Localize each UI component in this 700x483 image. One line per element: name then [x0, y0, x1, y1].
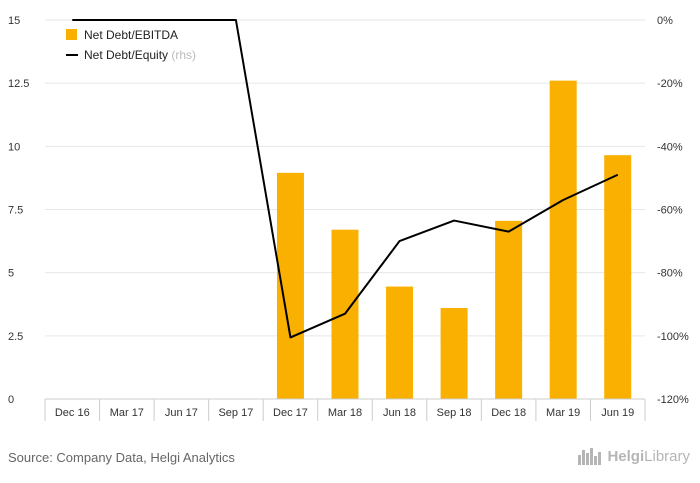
source-note: Source: Company Data, Helgi Analytics: [8, 450, 235, 465]
x-tick-label: Dec 18: [491, 407, 526, 419]
x-tick-label: Jun 18: [383, 407, 416, 419]
y-left-tick-label: 10: [8, 141, 20, 153]
x-tick-label: Mar 17: [110, 407, 144, 419]
x-tick-label: Dec 16: [55, 407, 90, 419]
legend-rhs-note: (rhs): [171, 48, 196, 62]
x-tick-label: Sep 17: [218, 407, 253, 419]
bar: [386, 286, 414, 399]
city-skyline-icon: [578, 448, 602, 465]
legend-swatch-bar: [66, 29, 77, 40]
brand-logo[interactable]: HelgiLibrary: [577, 447, 690, 465]
y-right-tick-label: -60%: [657, 205, 683, 217]
x-tick-label: Sep 18: [437, 407, 472, 419]
y-right-tick-label: -80%: [657, 268, 683, 280]
x-tick-label: Jun 19: [601, 407, 634, 419]
bar: [604, 155, 632, 399]
bars-series: [276, 80, 632, 399]
y-left-tick-label: 12.5: [8, 78, 29, 90]
y-right-tick-label: 0%: [657, 15, 673, 27]
y-left-tick-label: 15: [8, 15, 20, 27]
y-left-tick-label: 5: [8, 268, 14, 280]
bar: [440, 308, 468, 399]
y-left-tick-label: 0: [8, 394, 14, 406]
brand-name-a: Helgi: [607, 447, 645, 465]
y-right-tick-label: -100%: [657, 331, 689, 343]
brand-name: HelgiLibrary: [607, 448, 690, 465]
legend: Net Debt/EBITDA Net Debt/Equity (rhs): [66, 28, 196, 62]
y-right-tick-label: -120%: [657, 394, 689, 406]
brand-name-b: Library: [644, 447, 690, 465]
bar: [495, 220, 523, 399]
x-tick-label: Dec 17: [273, 407, 308, 419]
y-right-tick-label: -40%: [657, 141, 683, 153]
line-series: [72, 19, 619, 339]
legend-label-bar: Net Debt/EBITDA: [84, 28, 178, 42]
legend-label-line-name: Net Debt/Equity: [84, 48, 168, 62]
legend-label-line: Net Debt/Equity (rhs): [84, 48, 196, 62]
x-tick-label: Mar 18: [328, 407, 362, 419]
x-tick-label: Mar 19: [546, 407, 580, 419]
axes: 0 2.5 5 7.5 10 12.5 15 -120% -100% -80% -60% -40% -2…: [8, 15, 689, 421]
x-tick-label: Jun 17: [165, 407, 198, 419]
y-left-tick-label: 7.5: [8, 205, 23, 217]
y-left-tick-label: 2.5: [8, 331, 23, 343]
bar: [549, 80, 577, 399]
y-right-tick-label: -20%: [657, 78, 683, 90]
